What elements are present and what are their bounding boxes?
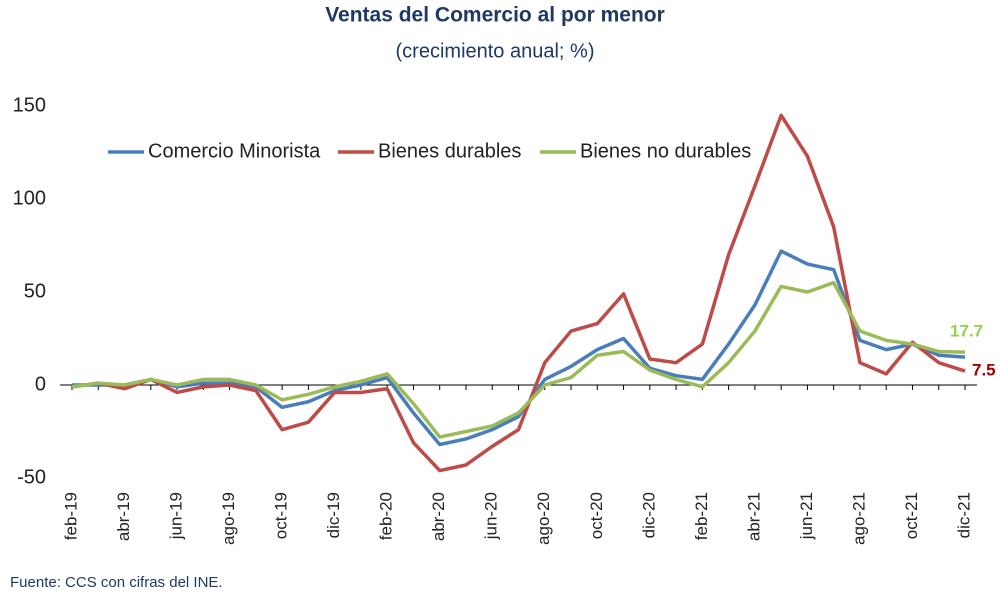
y-tick-label: 100 [13,187,46,209]
x-tick-label: ago-19 [219,492,238,545]
x-tick-label: oct-19 [272,492,291,539]
legend-label: Bienes durables [378,140,521,162]
series-line [72,249,966,447]
y-tick-label: 0 [35,373,46,395]
source-note: Fuente: CCS con cifras del INE. [10,574,223,591]
x-tick-label: jun-20 [482,492,501,540]
legend-label: Bienes no durables [580,140,751,162]
series-line [71,280,966,439]
chart-title: Ventas del Comercio al por menor [325,4,665,27]
x-tick-label: dic-21 [954,492,973,538]
x-tick-label: abr-19 [114,492,133,541]
x-tick-label: abr-21 [744,492,763,541]
x-tick-label: ago-21 [849,492,868,545]
x-tick-label: dic-19 [324,492,343,538]
y-tick-label: 150 [13,94,46,116]
legend-label: Comercio Minorista [148,140,321,162]
x-tick-label: ago-20 [534,492,553,545]
x-tick-label: jun-21 [797,492,816,540]
y-tick-label: 50 [24,280,46,302]
x-tick-label: jun-19 [167,492,186,540]
chart-subtitle: (crecimiento anual; %) [396,40,595,62]
x-tick-label: oct-20 [587,492,606,539]
x-tick-label: feb-20 [377,492,396,540]
y-tick-label: -50 [17,466,46,488]
x-tick-label: feb-21 [692,492,711,540]
data-label: 17.7 [950,322,983,341]
x-tick-label: dic-20 [639,492,658,538]
x-tick-label: abr-20 [429,492,448,541]
series-line [71,113,966,473]
x-tick-label: oct-21 [902,492,921,539]
data-label: 7.5 [972,361,996,380]
x-tick-label: feb-19 [61,492,80,540]
